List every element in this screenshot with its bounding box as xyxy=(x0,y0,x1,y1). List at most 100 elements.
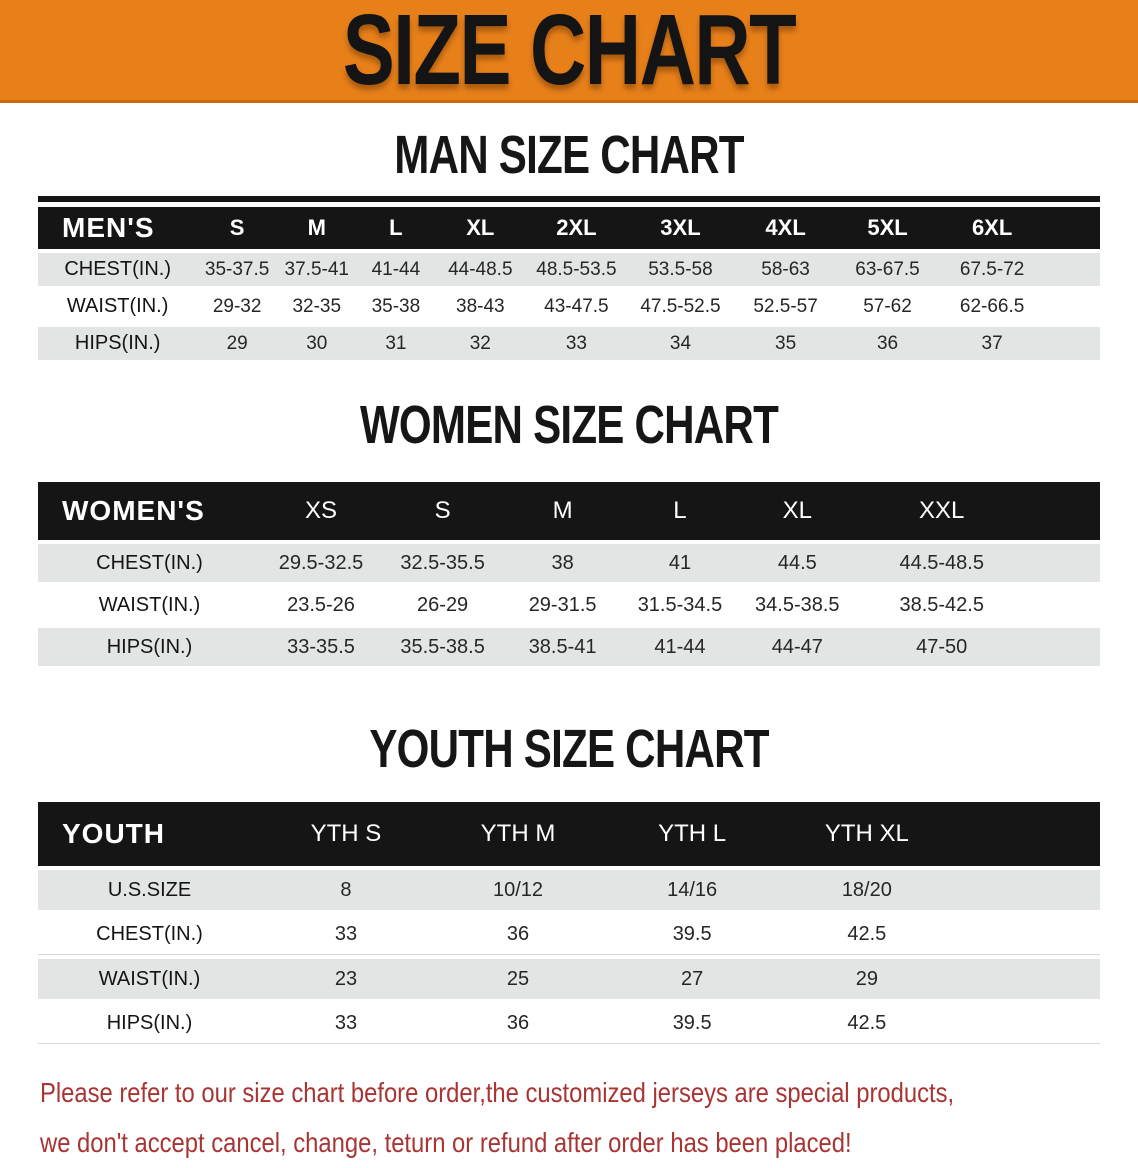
header-filler xyxy=(1046,207,1100,249)
order-disclaimer: Please refer to our size chart before or… xyxy=(40,1068,1138,1168)
size-column-header: L xyxy=(356,207,436,249)
size-column-header: XL xyxy=(435,207,526,249)
header-filler xyxy=(954,802,1100,866)
measurement-value: 33 xyxy=(261,914,431,955)
youth-size-table: YOUTH YTH S YTH M YTH L YTH XL U.S.SIZE 8 10/12… xyxy=(38,798,1100,1048)
measurement-value: 35-37.5 xyxy=(197,253,277,286)
women-section-title-text: WOMEN SIZE CHART xyxy=(359,395,779,455)
measurement-label: CHEST(IN.) xyxy=(38,914,262,955)
measurement-value: 33 xyxy=(525,327,628,360)
measurement-value: 37 xyxy=(937,327,1047,360)
measurement-value: 39.5 xyxy=(605,1003,780,1044)
row-filler xyxy=(1046,290,1100,323)
measurement-value: 36 xyxy=(837,327,938,360)
measurement-value: 29.5-32.5 xyxy=(261,544,382,582)
measurement-label: U.S.SIZE xyxy=(38,870,262,910)
man-section-title-text: MAN SIZE CHART xyxy=(394,125,744,185)
measurement-value: 44-48.5 xyxy=(435,253,526,286)
banner-title: SIZE CHART xyxy=(342,0,797,106)
group-label: YOUTH xyxy=(38,802,262,866)
row-filler xyxy=(1027,586,1100,624)
measurement-value: 35 xyxy=(733,327,838,360)
size-header-row: YOUTH YTH S YTH M YTH L YTH XL xyxy=(38,802,1100,866)
measurement-value: 8 xyxy=(261,870,431,910)
size-column-header: XS xyxy=(261,482,382,540)
measurement-value: 23 xyxy=(261,959,431,999)
row-filler xyxy=(1027,544,1100,582)
row-filler xyxy=(954,914,1100,955)
measurement-value: 35-38 xyxy=(356,290,436,323)
women-table-zone: WOMEN'S XS S M L XL XXL CHEST(IN.) 29.5-32.5 32.5… xyxy=(38,478,1100,670)
womens-size-table: WOMEN'S XS S M L XL XXL CHEST(IN.) 29.5-32.5 32.5… xyxy=(38,478,1100,670)
measurement-value: 27 xyxy=(605,959,780,999)
size-header-row: WOMEN'S XS S M L XL XXL xyxy=(38,482,1100,540)
disclaimer-line-2: we don't accept cancel, change, teturn o… xyxy=(40,1127,852,1158)
man-section-title: MAN SIZE CHART xyxy=(0,128,1138,182)
size-header-row: MEN'S S M L XL 2XL 3XL 4XL 5XL 6XL xyxy=(38,207,1100,249)
measurement-value: 44-47 xyxy=(738,628,856,666)
size-column-header: YTH S xyxy=(261,802,431,866)
measurement-value: 41-44 xyxy=(621,628,739,666)
measurement-value: 32-35 xyxy=(276,290,357,323)
size-column-header: M xyxy=(276,207,357,249)
measurement-value: 42.5 xyxy=(779,914,955,955)
measurement-value: 62-66.5 xyxy=(937,290,1047,323)
size-column-header: M xyxy=(504,482,622,540)
measurement-value: 36 xyxy=(430,914,606,955)
size-column-header: YTH M xyxy=(430,802,606,866)
measurement-value: 29 xyxy=(779,959,955,999)
size-column-header: YTH L xyxy=(605,802,780,866)
measurement-value: 36 xyxy=(430,1003,606,1044)
measurement-value: 14/16 xyxy=(605,870,780,910)
measurement-value: 34.5-38.5 xyxy=(738,586,856,624)
youth-section-title: YOUTH SIZE CHART xyxy=(0,722,1138,776)
measurement-value: 29-32 xyxy=(197,290,277,323)
row-filler xyxy=(1046,253,1100,286)
measurement-value: 39.5 xyxy=(605,914,780,955)
measurement-row: HIPS(IN.) 33-35.5 35.5-38.5 38.5-41 41-44 44-… xyxy=(38,628,1100,666)
size-column-header: 4XL xyxy=(733,207,838,249)
measurement-label: WAIST(IN.) xyxy=(38,959,262,999)
size-column-header: XXL xyxy=(855,482,1028,540)
size-column-header: L xyxy=(621,482,739,540)
group-label: MEN'S xyxy=(38,207,198,249)
measurement-row: WAIST(IN.) 23 25 27 29 xyxy=(38,959,1100,999)
measurement-value: 23.5-26 xyxy=(261,586,382,624)
measurement-value: 42.5 xyxy=(779,1003,955,1044)
youth-section-title-text: YOUTH SIZE CHART xyxy=(369,719,769,779)
measurement-value: 67.5-72 xyxy=(937,253,1047,286)
size-column-header: 2XL xyxy=(525,207,628,249)
row-filler xyxy=(954,1003,1100,1044)
size-column-header: 6XL xyxy=(937,207,1047,249)
measurement-value: 52.5-57 xyxy=(733,290,838,323)
measurement-value: 26-29 xyxy=(381,586,505,624)
measurement-value: 29 xyxy=(197,327,277,360)
measurement-row: CHEST(IN.) 29.5-32.5 32.5-35.5 38 41 44.5 44.5… xyxy=(38,544,1100,582)
measurement-value: 10/12 xyxy=(430,870,606,910)
men-table-zone: MEN'S S M L XL 2XL 3XL 4XL 5XL 6XL CHEST(IN.) 35-37… xyxy=(38,203,1100,364)
measurement-value: 32.5-35.5 xyxy=(381,544,505,582)
measurement-value: 47-50 xyxy=(855,628,1028,666)
measurement-value: 29-31.5 xyxy=(504,586,622,624)
measurement-value: 47.5-52.5 xyxy=(627,290,734,323)
measurement-row: CHEST(IN.) 35-37.5 37.5-41 41-44 44-48.5 48.5… xyxy=(38,253,1100,286)
measurement-label: HIPS(IN.) xyxy=(38,628,262,666)
measurement-row: WAIST(IN.) 23.5-26 26-29 29-31.5 31.5-34.5 34… xyxy=(38,586,1100,624)
row-filler xyxy=(954,959,1100,999)
size-column-header: 3XL xyxy=(627,207,734,249)
men-table-top-rule xyxy=(38,196,1100,202)
measurement-value: 44.5 xyxy=(738,544,856,582)
measurement-value: 18/20 xyxy=(779,870,955,910)
size-column-header: 5XL xyxy=(837,207,938,249)
measurement-value: 35.5-38.5 xyxy=(381,628,505,666)
measurement-value: 41-44 xyxy=(356,253,436,286)
measurement-value: 44.5-48.5 xyxy=(855,544,1028,582)
measurement-value: 48.5-53.5 xyxy=(525,253,628,286)
measurement-label: HIPS(IN.) xyxy=(38,1003,262,1044)
size-column-header: XL xyxy=(738,482,856,540)
size-column-header: YTH XL xyxy=(779,802,955,866)
measurement-value: 33 xyxy=(261,1003,431,1044)
measurement-row: CHEST(IN.) 33 36 39.5 42.5 xyxy=(38,914,1100,955)
measurement-value: 53.5-58 xyxy=(627,253,734,286)
size-column-header: S xyxy=(197,207,277,249)
